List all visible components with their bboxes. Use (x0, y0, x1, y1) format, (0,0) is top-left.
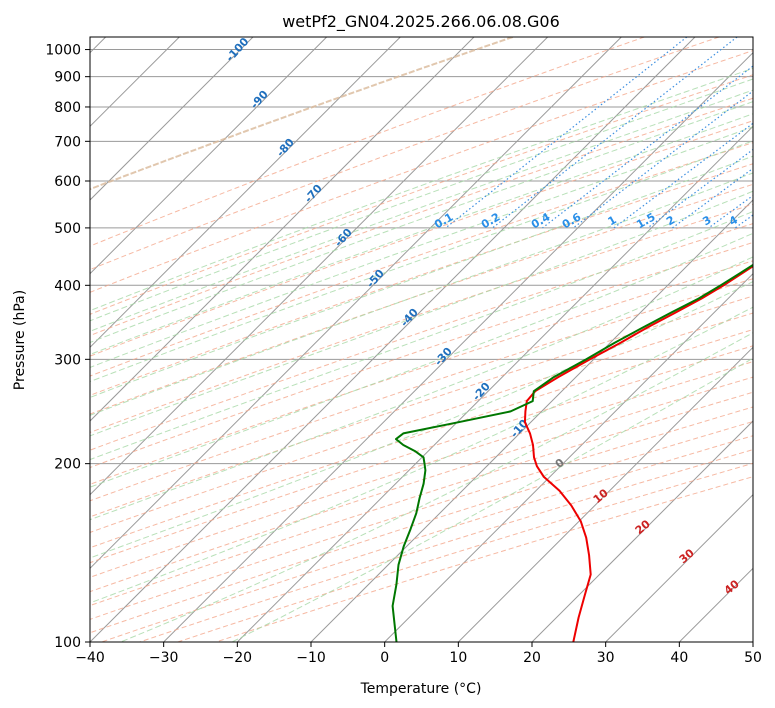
moist-adiabat-line (90, 101, 753, 344)
ice-reference-curve (90, 37, 514, 191)
isotherm-line (90, 37, 622, 570)
isotherm-line (310, 199, 753, 642)
temperature-profile-line (523, 265, 753, 642)
dry-adiabat-line (90, 97, 753, 337)
isotherm-line (236, 125, 753, 642)
x-tick-label: 0 (380, 650, 389, 666)
isotherm-line (90, 37, 475, 422)
background-lines (90, 37, 753, 642)
axes: −40 −30 −20 −10 0 10 20 30 40 50 1000 900 800 700 600 5… (45, 43, 762, 666)
isotherm-line (384, 272, 753, 642)
y-tick-label: 1000 (45, 43, 81, 59)
dry-adiabat-line (90, 391, 753, 607)
isotherm-line (457, 346, 753, 642)
isotherm-line (90, 37, 696, 642)
moist-adiabat-line (90, 67, 753, 312)
isotherm-line (163, 51, 753, 642)
x-tick-label: −30 (149, 650, 179, 666)
dry-adiabat-line (90, 278, 753, 502)
dry-adiabat-line (90, 295, 753, 518)
dry-adiabat-line (90, 260, 753, 485)
x-tick-label: 40 (670, 650, 688, 666)
isotherm-line (605, 493, 753, 642)
dewpoint-profile-line (391, 263, 753, 642)
mixing-ratio-line (613, 122, 753, 229)
y-tick-label: 100 (54, 635, 81, 651)
dry-adiabat-line (90, 241, 753, 469)
y-tick-label: 300 (54, 352, 81, 368)
dry-adiabat-line (90, 163, 753, 396)
moist-adiabat-line (90, 210, 753, 461)
moist-adiabat-line (90, 113, 753, 355)
moist-adiabat-line (90, 172, 753, 416)
mixing-ratio-line (542, 65, 753, 229)
mixing-ratio-line (445, 37, 688, 229)
x-tick-label: −20 (223, 650, 253, 666)
chart-title: wetPf2_GN04.2025.266.06.08.G06 (282, 12, 560, 32)
y-tick-label: 800 (54, 100, 81, 116)
dry-adiabat-line (90, 312, 753, 533)
x-tick-label: 10 (449, 650, 467, 666)
dry-adiabat-line (90, 37, 720, 271)
x-tick-label: −10 (296, 650, 326, 666)
y-tick-label: 400 (54, 278, 81, 294)
x-tick-label: 50 (744, 650, 762, 666)
moist-adiabat-line (90, 256, 753, 521)
plot-frame (89, 36, 754, 643)
y-tick-label: 900 (54, 70, 81, 86)
moist-adiabat-line (90, 140, 753, 383)
plot-area (90, 37, 753, 642)
moist-adiabat-line (90, 89, 753, 332)
x-tick-label: 20 (523, 650, 541, 666)
dry-adiabat-line (90, 361, 753, 578)
y-tick-label: 600 (54, 174, 81, 190)
moist-adiabat-line (90, 190, 753, 437)
dry-adiabat-line (90, 345, 753, 564)
isotherm-line (90, 37, 254, 201)
x-tick-label: 30 (597, 650, 615, 666)
profile-lines (391, 263, 753, 642)
y-axis-title: Pressure (hPa) (12, 290, 28, 390)
y-tick-label: 500 (54, 221, 81, 237)
dry-adiabat-line (90, 142, 753, 377)
dry-adiabat-line (90, 223, 753, 451)
y-tick-label: 700 (54, 134, 81, 150)
x-tick-label: −40 (75, 650, 105, 666)
isotherm-line (531, 420, 753, 642)
dry-adiabat-line (90, 50, 753, 293)
x-axis-title: Temperature (°C) (360, 681, 482, 697)
y-tick-label: 200 (54, 457, 81, 473)
